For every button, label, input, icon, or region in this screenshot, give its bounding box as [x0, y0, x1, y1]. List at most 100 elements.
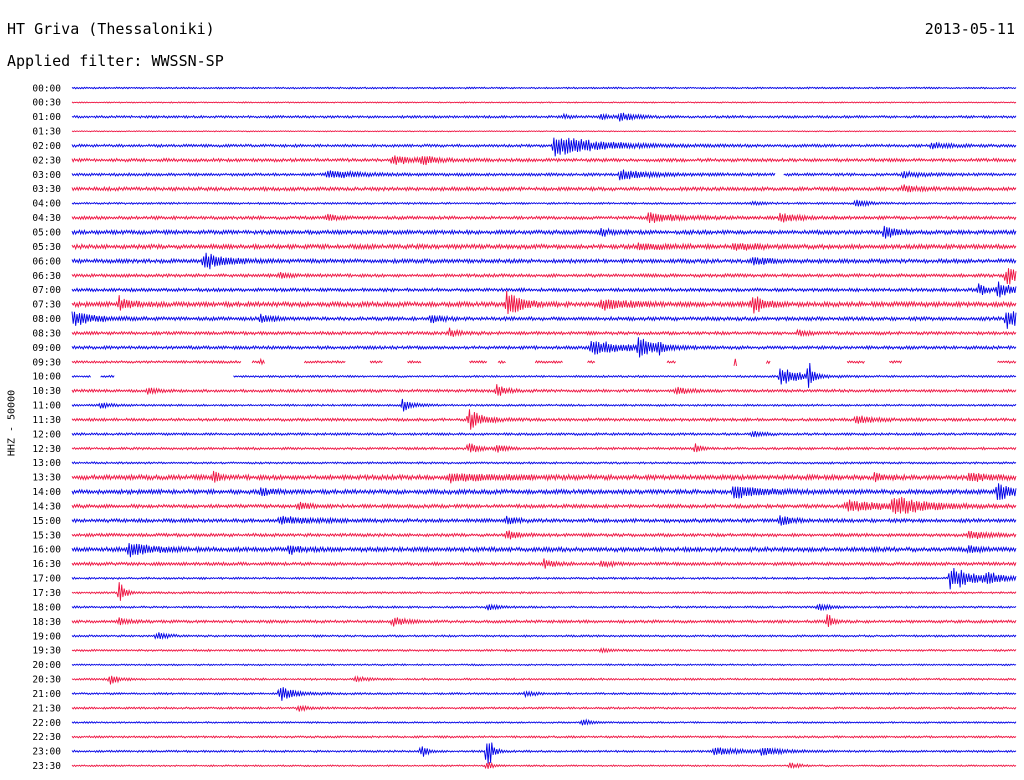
time-tick-label: 05:00 [32, 228, 61, 239]
trace-2000 [71, 663, 1017, 667]
trace-1130 [71, 409, 1017, 430]
station-title: HT Griva (Thessaloniki) [7, 20, 215, 38]
time-tick-label: 11:30 [32, 415, 61, 426]
trace-0430 [71, 212, 1017, 223]
trace-0400 [71, 199, 1017, 208]
time-tick-label: 23:00 [32, 747, 61, 758]
time-tick-label: 19:00 [32, 631, 61, 642]
trace-1430 [71, 496, 1017, 514]
time-tick-label: 07:00 [32, 285, 61, 296]
time-tick-label: 06:30 [32, 271, 61, 282]
time-tick-label: 04:30 [32, 213, 61, 224]
trace-0800 [71, 311, 1017, 329]
trace-0130 [71, 130, 1017, 133]
time-tick-label: 16:30 [32, 559, 61, 570]
time-tick-label: 05:30 [32, 242, 61, 253]
trace-0630 [71, 268, 1017, 285]
time-tick-label: 07:30 [32, 300, 61, 311]
trace-0100 [71, 112, 1017, 122]
trace-1830 [71, 614, 1017, 627]
time-tick-label: 15:30 [32, 530, 61, 541]
trace-1730 [71, 582, 1017, 601]
trace-1930 [71, 647, 1017, 654]
time-tick-label: 17:30 [32, 588, 61, 599]
time-tick-label: 14:00 [32, 487, 61, 498]
time-tick-label: 21:00 [32, 689, 61, 700]
time-tick-label: 01:30 [32, 127, 61, 138]
trace-1300 [71, 461, 1017, 465]
time-tick-label: 09:30 [32, 357, 61, 368]
trace-1630 [71, 558, 1017, 569]
time-tick-label: 13:00 [32, 458, 61, 469]
trace-2030 [71, 675, 1017, 685]
trace-2200 [71, 718, 1017, 726]
time-tick-label: 22:30 [32, 732, 61, 743]
time-tick-label: 01:00 [32, 112, 61, 123]
trace-0500 [71, 225, 1017, 239]
trace-0030 [71, 101, 1017, 104]
trace-1000 [71, 362, 1017, 388]
trace-0700 [71, 281, 1017, 298]
time-tick-label: 19:30 [32, 646, 61, 657]
time-tick-label: 00:30 [32, 98, 61, 109]
trace-1200 [71, 430, 1017, 438]
trace-1330 [71, 470, 1017, 484]
trace-0530 [71, 242, 1017, 252]
trace-1100 [71, 398, 1017, 412]
trace-1600 [71, 542, 1017, 558]
trace-2300 [71, 742, 1017, 764]
time-tick-label: 08:30 [32, 328, 61, 339]
trace-1400 [71, 483, 1017, 500]
filter-label: Applied filter: WWSSN-SP [7, 52, 224, 70]
time-tick-label: 10:00 [32, 372, 61, 383]
trace-0300 [71, 169, 1017, 181]
trace-2230 [71, 735, 1017, 739]
trace-2130 [71, 704, 1017, 712]
time-tick-label: 11:00 [32, 401, 61, 412]
time-tick-label: 20:30 [32, 675, 61, 686]
trace-0600 [71, 252, 1017, 270]
record-date: 2013-05-11 [924, 20, 1015, 38]
time-tick-label: 04:00 [32, 199, 61, 210]
time-tick-label: 18:00 [32, 602, 61, 613]
time-tick-label: 03:30 [32, 184, 61, 195]
trace-1900 [71, 632, 1017, 640]
trace-0230 [71, 155, 1017, 166]
trace-1230 [71, 443, 1017, 453]
time-tick-label: 17:00 [32, 574, 61, 585]
time-tick-label: 22:00 [32, 718, 61, 729]
trace-0330 [71, 184, 1017, 193]
time-tick-label: 00:00 [32, 83, 61, 94]
trace-1030 [71, 384, 1017, 396]
time-tick-labels: 00:00 00:30 01:00 01:30 02:00 02:30 03:00 03:30… [32, 83, 61, 772]
trace-0200 [71, 137, 1017, 157]
time-tick-label: 03:00 [32, 170, 61, 181]
time-tick-label: 09:00 [32, 343, 61, 354]
time-tick-label: 12:00 [32, 429, 61, 440]
time-tick-label: 06:00 [32, 256, 61, 267]
seismogram-traces [71, 86, 1017, 770]
trace-0000 [71, 86, 1017, 90]
time-tick-label: 23:30 [32, 761, 61, 772]
time-tick-label: 20:00 [32, 660, 61, 671]
trace-1800 [71, 603, 1017, 612]
time-tick-label: 10:30 [32, 386, 61, 397]
time-tick-label: 15:00 [32, 516, 61, 527]
time-tick-label: 13:30 [32, 473, 61, 484]
time-tick-label: 02:30 [32, 155, 61, 166]
time-tick-label: 16:00 [32, 545, 61, 556]
time-tick-label: 14:30 [32, 501, 61, 512]
trace-0730 [71, 290, 1017, 315]
time-tick-label: 12:30 [32, 444, 61, 455]
time-tick-label: 21:30 [32, 703, 61, 714]
trace-1530 [71, 530, 1017, 540]
trace-1700 [71, 567, 1017, 590]
trace-0830 [71, 327, 1017, 338]
trace-2330 [71, 761, 1017, 770]
trace-1500 [71, 515, 1017, 526]
time-tick-label: 02:00 [32, 141, 61, 152]
trace-2100 [71, 687, 1017, 701]
time-tick-label: 18:30 [32, 617, 61, 628]
time-tick-label: 08:00 [32, 314, 61, 325]
